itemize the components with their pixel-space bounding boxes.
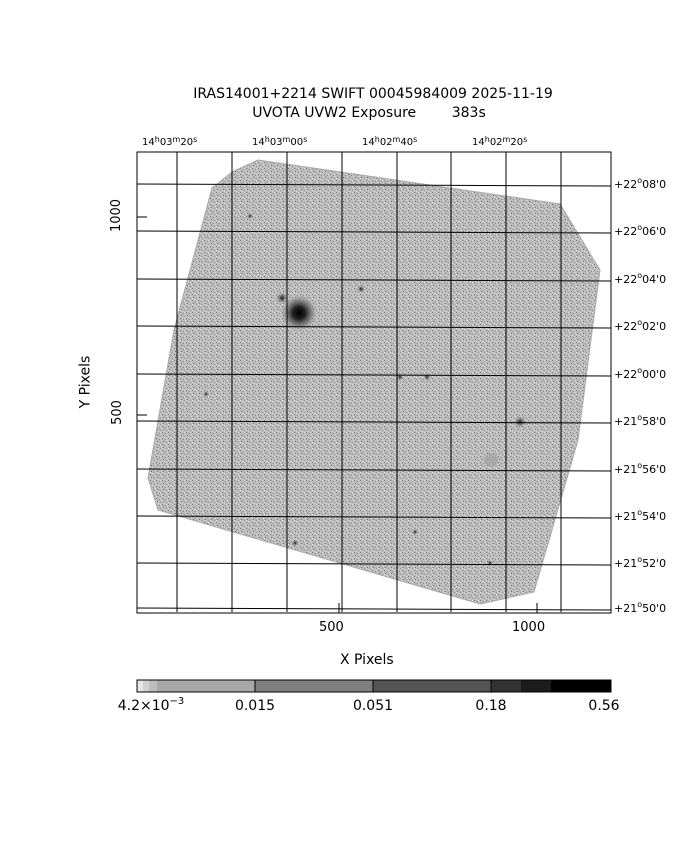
image-title-line1: IRAS14001+2214 SWIFT 00045984009 2025-11… bbox=[193, 86, 553, 102]
image-title-line2: UVOTA UVW2 Exposure 383s bbox=[252, 105, 486, 121]
x-tick-label: 500 bbox=[319, 620, 344, 635]
x-tick-label: 1000 bbox=[512, 620, 546, 635]
dec-tick: +21o52'0 bbox=[614, 555, 667, 570]
dec-tick: +22o08'0 bbox=[614, 176, 667, 191]
y-tick-label: 1000 bbox=[109, 198, 125, 233]
dec-tick: +21o50'0 bbox=[614, 600, 667, 615]
ra-tick: 14h03m20s bbox=[142, 135, 198, 148]
dec-tick: +22o02'0 bbox=[614, 318, 667, 333]
dec-tick: +21o54'0 bbox=[614, 508, 667, 523]
galaxy-source bbox=[281, 295, 317, 331]
dec-tick: +22o00'0 bbox=[614, 366, 667, 381]
colorbar bbox=[136, 679, 612, 693]
colorbar-tick: 0.56 bbox=[588, 698, 620, 714]
exposure-footprint bbox=[147, 159, 601, 605]
dec-tick: +21o56'0 bbox=[614, 461, 667, 476]
dec-tick: +22o06'0 bbox=[614, 223, 667, 238]
ra-tick: 14h03m00s bbox=[252, 135, 308, 148]
dec-tick: +21o58'0 bbox=[614, 413, 667, 428]
x-axis-label: X Pixels bbox=[340, 652, 394, 668]
y-axis-label: Y Pixels bbox=[77, 355, 94, 409]
dec-tick: +22o04'0 bbox=[614, 271, 667, 286]
ra-tick: 14h02m20s bbox=[472, 135, 528, 148]
colorbar-tick: 0.18 bbox=[475, 698, 507, 714]
colorbar-tick: 0.051 bbox=[352, 698, 394, 714]
ra-tick: 14h02m40s bbox=[362, 135, 418, 148]
colorbar-tick: 4.2×10−3 bbox=[117, 696, 185, 714]
y-tick-label: 500 bbox=[109, 400, 125, 425]
colorbar-tick: 0.015 bbox=[234, 698, 276, 714]
